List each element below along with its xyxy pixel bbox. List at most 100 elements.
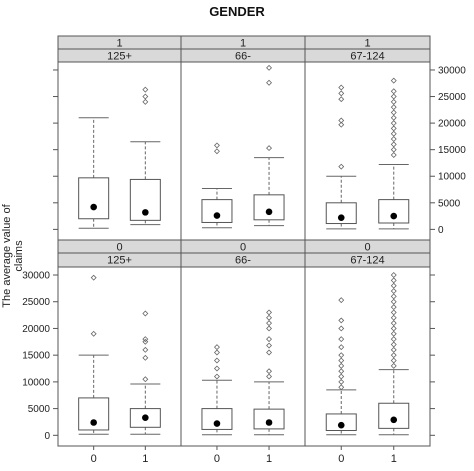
y-tick-label: 5000 [28,404,51,415]
panel-frame [180,266,306,447]
outlier-point [338,96,345,103]
median-dot [142,414,149,421]
outlier-point [213,357,220,364]
outlier-point [142,86,149,93]
x-tick-label: 0 [338,453,344,465]
median-dot [142,209,149,216]
outlier-point [266,79,273,86]
x-tick-label: 1 [266,453,272,465]
strip-outer-label: 0 [364,242,370,254]
outlier-point [338,336,345,343]
y-tick-label: 5000 [438,198,461,209]
y-tick-label: 25000 [438,92,466,103]
median-dot [213,212,221,219]
outlier-point [390,282,397,289]
outlier-point [142,336,149,343]
box [78,177,110,220]
outlier-point [142,376,149,383]
median-dot [337,214,345,221]
outlier-point [390,152,397,158]
outlier-point [338,317,345,324]
outlier-point [266,145,273,152]
median-dot [265,419,273,426]
y-tick-label: 15000 [22,351,50,362]
x-tick-label: 0 [91,453,97,465]
box [325,202,357,225]
outlier-point [390,341,397,348]
outlier-point [266,336,273,343]
outlier-point [390,114,397,121]
outlier-point [142,346,149,353]
outlier-point [390,109,397,116]
outlier-point [390,98,397,105]
outlier-point [213,142,220,149]
x-tick-label: 1 [142,453,148,465]
outlier-point [338,90,345,97]
outlier-point [390,146,397,153]
outlier-point [338,357,345,364]
outlier-point [390,362,397,369]
y-tick-label: 25000 [22,297,50,308]
outlier-point [90,274,97,281]
outlier-point [142,354,149,361]
outlier-point [390,293,397,300]
outlier-point [213,148,220,155]
y-tick-label: 30000 [22,271,50,282]
outlier-point [390,309,397,316]
chart-title: GENDER [209,4,265,19]
outlier-point [213,365,220,372]
outlier-point [390,346,397,353]
box [201,199,233,223]
outlier-point [142,93,149,100]
outlier-point [338,325,345,332]
outlier-point [390,320,397,327]
box [253,408,285,430]
outlier-point [338,378,345,385]
outlier-point [390,272,397,278]
outlier-point [338,84,345,91]
outlier-point [338,117,345,124]
strip-inner-label: 67-124 [350,51,384,63]
outlier-point [390,330,397,337]
outlier-point [390,93,397,100]
strip-inner-label: 125+ [107,51,132,63]
median-dot [90,203,97,211]
outlier-point [213,344,220,351]
outlier-point [390,277,397,284]
outlier-point [338,163,345,170]
y-tick-label: 20000 [22,324,50,335]
outlier-point [390,120,397,127]
outlier-point [338,384,345,391]
outlier-point [390,336,397,343]
outlier-point [390,288,397,295]
strip-outer-label: 0 [240,242,246,254]
outlier-point [266,349,273,356]
box [378,199,410,224]
x-tick-label: 1 [391,453,397,465]
outlier-point [266,309,273,316]
y-tick-label: 15000 [438,145,466,156]
outlier-point [390,352,397,359]
panel-frame [304,266,431,447]
median-dot [90,419,97,426]
panel-frame [57,266,182,447]
outlier-point [390,314,397,321]
outlier-point [390,88,397,95]
panel-frame [304,61,431,241]
outlier-point [338,352,345,359]
outlier-point [142,98,149,105]
box [378,402,410,429]
outlier-point [266,368,273,375]
strip-inner-label: 66- [235,255,251,267]
outlier-point [142,338,149,345]
outlier-point [390,141,397,148]
outlier-point [390,104,397,111]
y-tick-label: 0 [438,225,444,236]
box [253,194,285,221]
outlier-point [213,373,220,380]
outlier-point [338,368,345,375]
median-dot [265,208,273,216]
outlier-point [338,297,345,304]
